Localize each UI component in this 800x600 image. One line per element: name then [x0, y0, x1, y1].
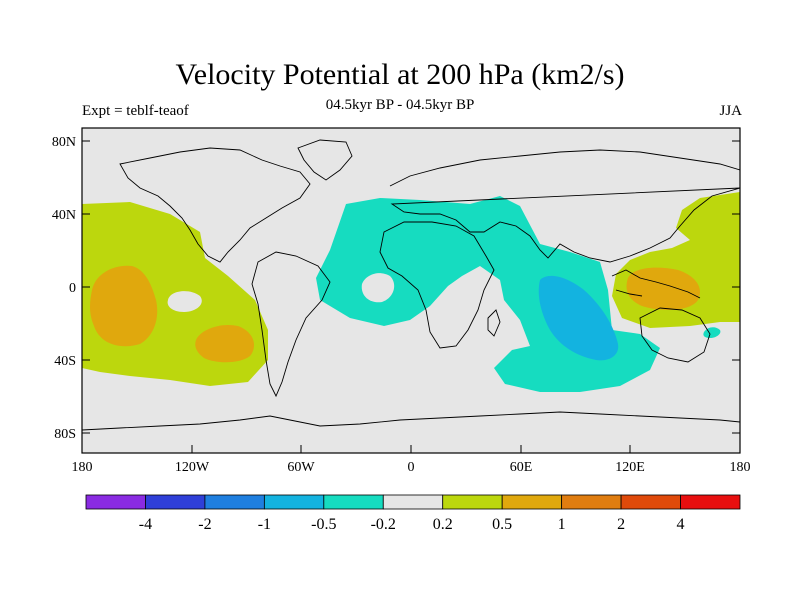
colorbar-label: -0.5: [311, 516, 336, 533]
colorbar-label: 4: [677, 516, 685, 533]
colorbar-swatch: [204, 494, 265, 510]
lon-ticks: [81, 445, 741, 453]
lat-label-40n: 40N: [52, 208, 76, 223]
colorbar-swatch: [620, 494, 681, 510]
colorbar-swatch: [263, 494, 325, 510]
season-label: JJA: [719, 103, 742, 119]
lon-label-180e: 180: [730, 460, 751, 475]
coast-australia: [639, 307, 711, 363]
colorbar-swatch: [145, 494, 206, 510]
coast-maritime: [611, 269, 701, 299]
experiment-label: Expt = teblf-teaof: [82, 103, 189, 119]
map-title: Velocity Potential at 200 hPa (km2/s): [175, 58, 625, 91]
lat-label-80s: 80S: [54, 427, 76, 442]
lat-label-0: 0: [69, 281, 76, 296]
lon-label-60w: 60W: [287, 460, 315, 475]
coast-north-america: [119, 147, 311, 263]
lat-label-40s: 40S: [54, 354, 76, 369]
colorbar-label: -1: [258, 516, 271, 533]
colorbar: -4 -2 -1 -0.5 -0.2 0.2 0.5 1 2 4: [85, 494, 741, 533]
coast-madagascar: [487, 309, 501, 337]
coast-eurasia: [389, 149, 740, 263]
contour-hole-east-pacific: [167, 291, 202, 312]
contour-strong-east-pacific: [90, 265, 158, 347]
lon-labels: 180 120W 60W 0 60E 120E 180: [72, 460, 751, 475]
colorbar-label: -2: [198, 516, 211, 533]
colorbar-swatch: [680, 494, 741, 510]
colorbar-swatch: [382, 494, 444, 510]
lon-label-60e: 60E: [510, 460, 533, 475]
colorbar-swatch: [561, 494, 622, 510]
contour-fields: [82, 139, 740, 431]
contour-strong-indian: [538, 275, 619, 361]
colorbar-swatch: [442, 494, 503, 510]
lon-label-180w: 180: [72, 460, 93, 475]
colorbar-swatch: [501, 494, 563, 510]
coast-africa: [379, 221, 495, 349]
colorbar-swatch: [323, 494, 384, 510]
lat-ticks: [82, 140, 740, 434]
colorbar-label: -4: [139, 516, 152, 533]
contour-strong-east-pacific-2: [195, 324, 254, 363]
colorbar-label: 0.2: [433, 516, 453, 533]
map-subtitle: 04.5kyr BP - 04.5kyr BP: [325, 97, 475, 113]
colorbar-label: 0.5: [492, 516, 512, 533]
contour-hole-atlantic: [361, 273, 395, 303]
colorbar-label: 1: [558, 516, 566, 533]
colorbar-swatch: [85, 494, 146, 510]
lat-labels: 80N 40N 0 40S 80S: [52, 135, 76, 442]
coastlines: [82, 139, 740, 431]
coast-antarctica: [82, 411, 740, 431]
lon-label-0: 0: [408, 460, 415, 475]
coast-greenland: [297, 139, 353, 181]
colorbar-label: -0.2: [371, 516, 396, 533]
coast-south-america: [251, 251, 331, 398]
lon-label-120e: 120E: [615, 460, 645, 475]
lat-label-80n: 80N: [52, 135, 76, 150]
contour-strong-west-pacific: [626, 267, 700, 310]
lon-label-120w: 120W: [175, 460, 210, 475]
colorbar-label: 2: [617, 516, 625, 533]
